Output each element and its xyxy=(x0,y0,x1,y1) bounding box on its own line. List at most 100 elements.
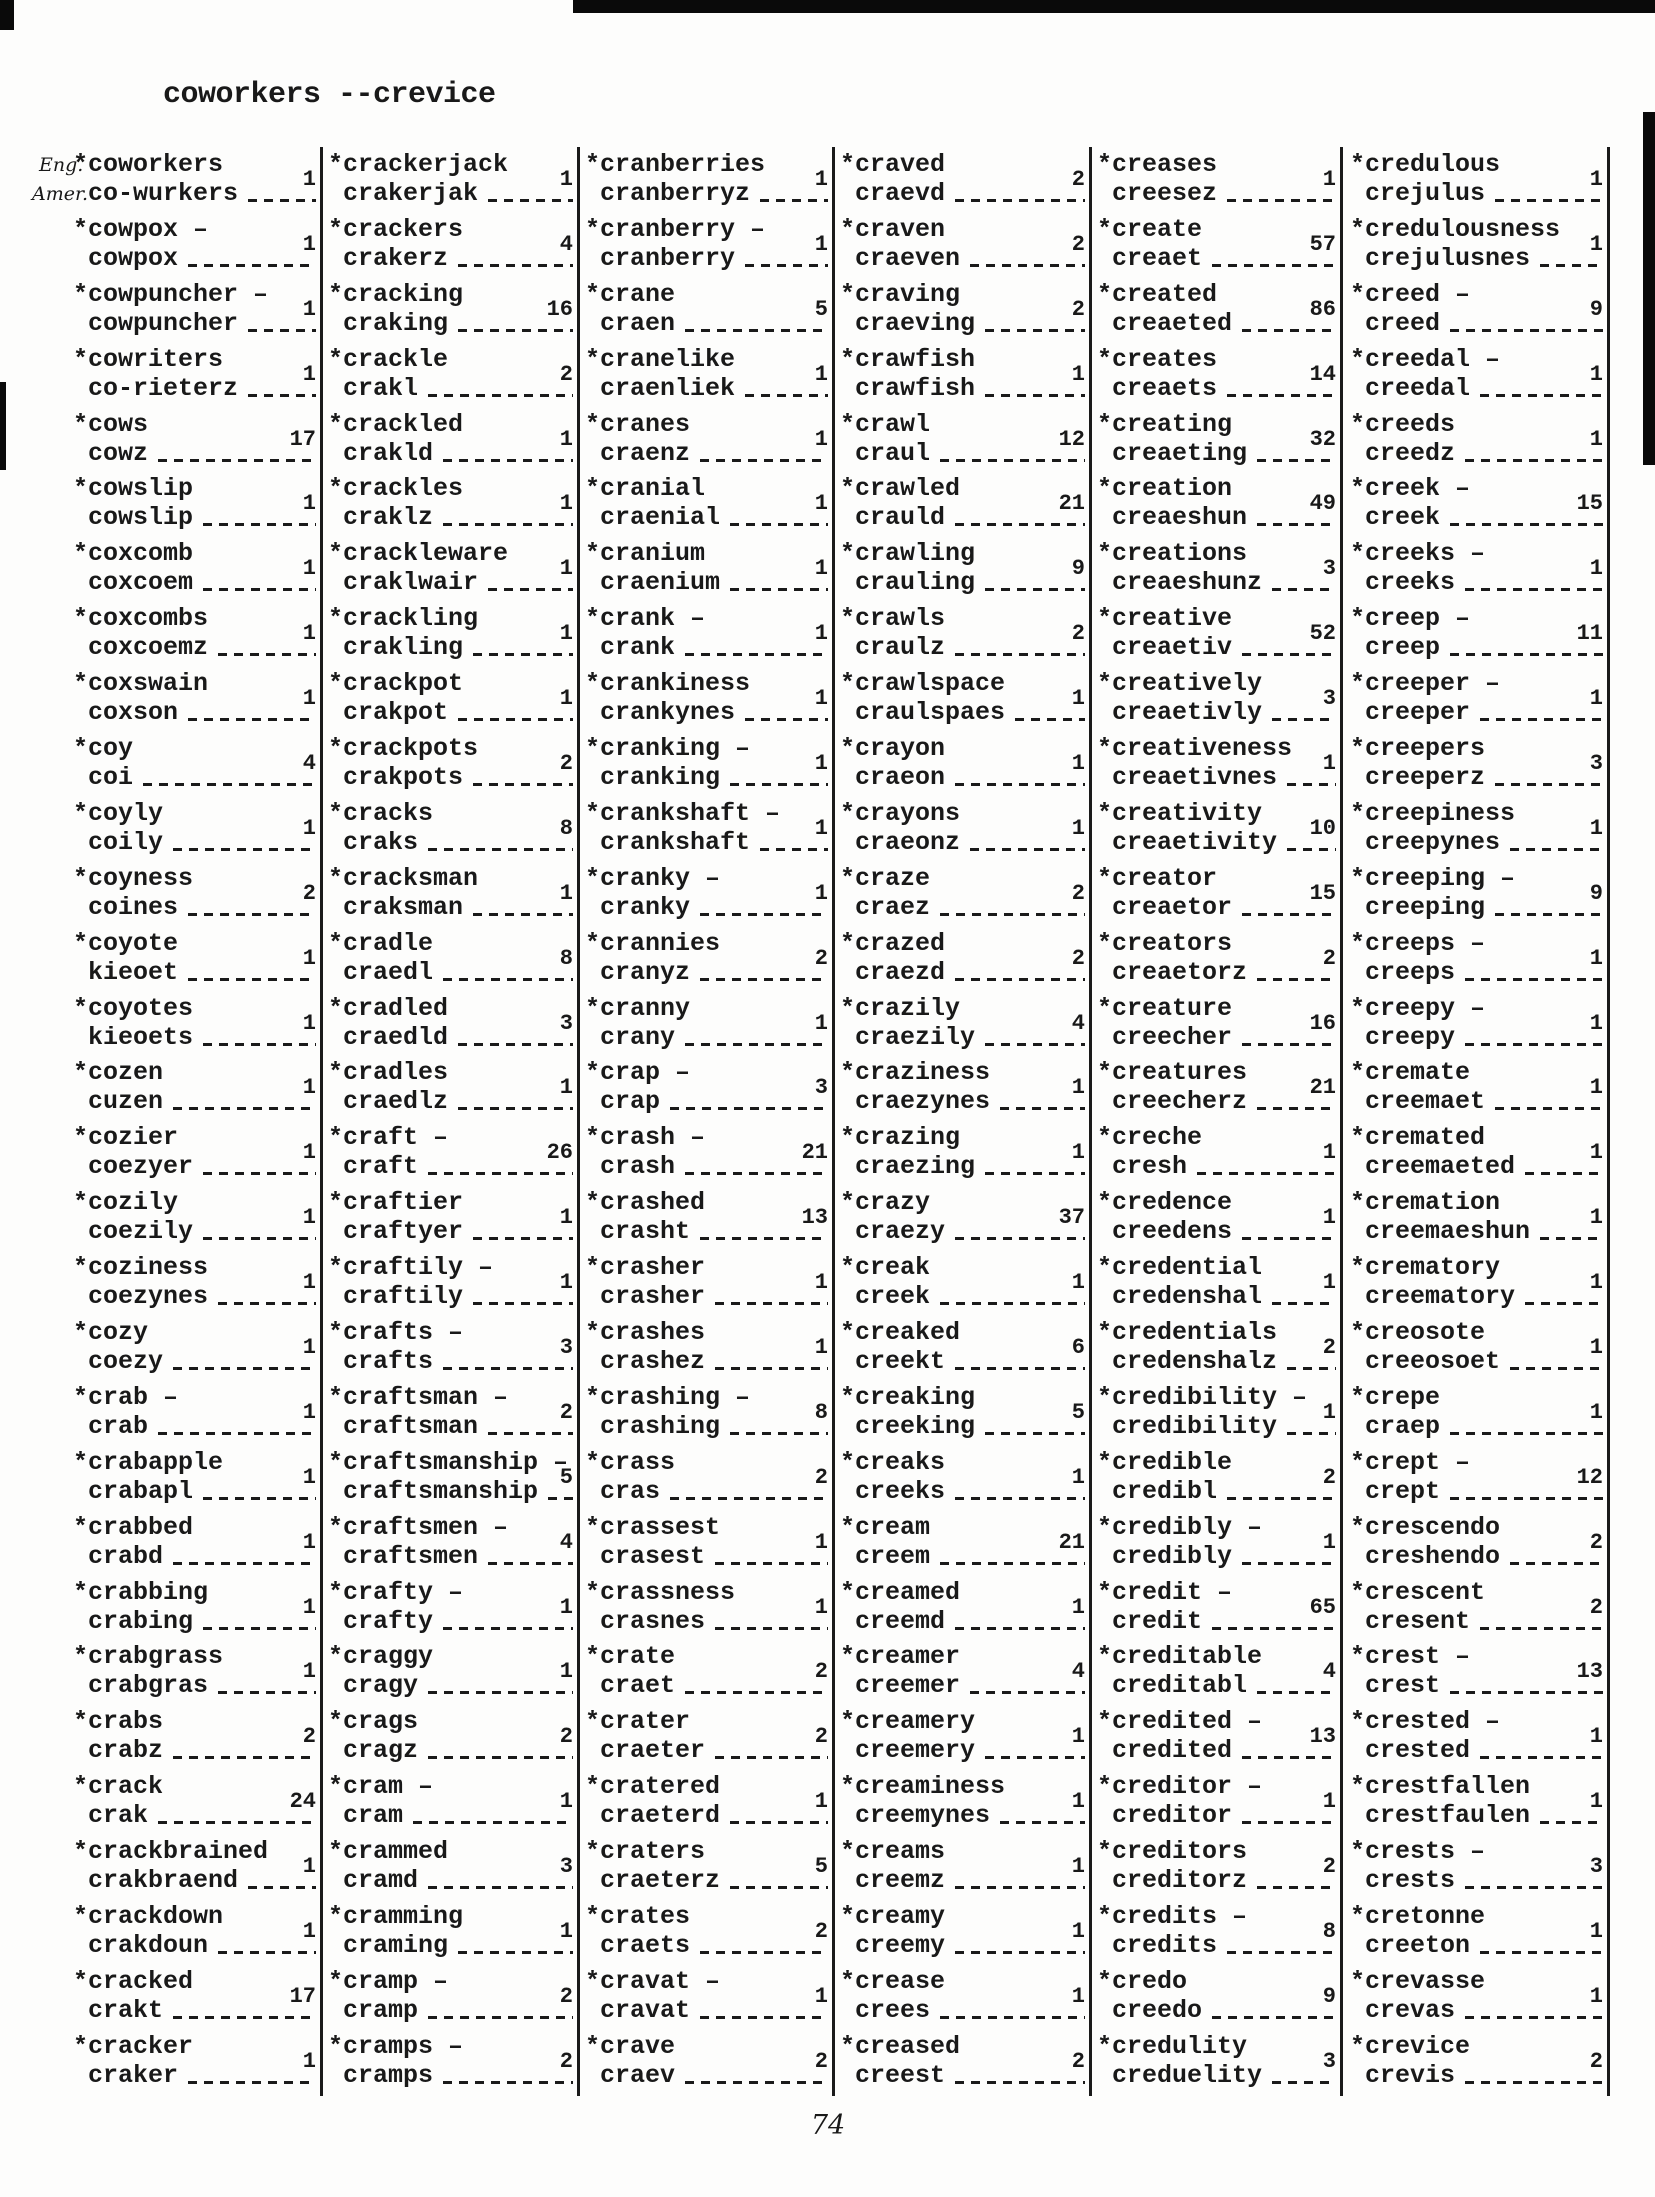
english-spelling: *coy xyxy=(73,734,134,764)
entry-american-word: creeps xyxy=(1350,958,1610,987)
english-spelling: *crept – xyxy=(1350,1447,1471,1477)
entry-american-word: craklz xyxy=(328,503,580,532)
english-spelling: *creditor – xyxy=(1097,1772,1263,1802)
word-entry: *cratered craeterd 1 xyxy=(585,1769,835,1837)
word-entry: *crackles craklz 1 xyxy=(328,471,580,539)
word-column-5: *creases creesez 1 *create creaet 57 *cr… xyxy=(1097,147,1343,2097)
entry-english-word: *credulous xyxy=(1350,150,1610,179)
column-divider-line xyxy=(832,990,835,1058)
entry-english-word: *craze xyxy=(840,864,1092,893)
word-entry: *credulous crejulus 1 xyxy=(1350,147,1610,215)
word-entry: *creator creaetor 15 xyxy=(1097,860,1343,929)
entry-american-word: creeking xyxy=(840,1412,1092,1441)
entry-english-word: *crap – xyxy=(585,1058,835,1087)
english-spelling: *creeks – xyxy=(1350,539,1486,569)
word-entry: *cracks craks 8 xyxy=(328,795,580,864)
american-respelling: creeks xyxy=(855,1476,946,1506)
word-entry: *cowpox – cowpox 1 xyxy=(73,211,323,280)
entry-english-word: *crank – xyxy=(585,604,835,633)
american-respelling: kieoet xyxy=(88,957,179,987)
american-respelling: creemd xyxy=(855,1606,946,1636)
column-divider-line xyxy=(577,860,580,928)
entry-count: 1 xyxy=(814,686,828,712)
english-spelling: *craftsmanship – xyxy=(328,1447,569,1477)
column-divider-line xyxy=(1340,406,1343,474)
entry-american-word: crashing xyxy=(585,1412,835,1441)
dash-leader xyxy=(1450,328,1603,332)
entry-count: 15 xyxy=(1576,491,1603,517)
column-divider-line xyxy=(577,147,580,214)
american-respelling: craez xyxy=(855,892,931,922)
column-divider-line xyxy=(577,536,580,604)
entry-american-word: cresent xyxy=(1350,1607,1610,1636)
column-divider-line xyxy=(320,1769,323,1837)
american-respelling: creed xyxy=(1365,308,1441,338)
american-respelling: craenial xyxy=(600,503,721,533)
english-spelling: *cranes xyxy=(585,409,691,439)
word-entry: *crate craet 2 xyxy=(585,1639,835,1707)
english-spelling: *craft – xyxy=(328,1123,449,1153)
column-divider-line xyxy=(320,1574,323,1642)
dash-leader xyxy=(218,1951,316,1955)
entry-count: 1 xyxy=(1322,751,1336,777)
entry-english-word: *creaminess xyxy=(840,1772,1092,1801)
american-respelling: crabz xyxy=(88,1736,164,1766)
column-divider-line xyxy=(832,147,835,214)
word-entry: *cradle craedl 8 xyxy=(328,925,580,994)
entry-english-word: *crayon xyxy=(840,734,1092,763)
entry-american-word: craevd xyxy=(840,179,1092,208)
english-spelling: *credit – xyxy=(1097,1577,1233,1607)
american-respelling: crevis xyxy=(1365,2060,1456,2090)
column-divider-line xyxy=(1089,795,1092,863)
english-spelling: *credibility – xyxy=(1097,1382,1308,1412)
entry-count: 1 xyxy=(1589,361,1603,387)
entry-english-word: *craftsmen – xyxy=(328,1513,580,1542)
entry-american-word: crakt xyxy=(73,1996,323,2025)
american-respelling: coezy xyxy=(88,1347,164,1377)
entry-american-word: crevis xyxy=(1350,2061,1610,2090)
english-spelling: *cozy xyxy=(73,1318,149,1348)
entry-count: 1 xyxy=(559,1270,573,1296)
word-entry: *creamed creemd 1 xyxy=(840,1574,1092,1643)
entry-count: 1 xyxy=(559,1659,573,1685)
entry-english-word: *cranial xyxy=(585,474,835,503)
entry-american-word: craedlz xyxy=(328,1087,580,1116)
american-respelling: craedl xyxy=(343,957,434,987)
column-divider-line xyxy=(1607,1379,1610,1447)
american-respelling: creaetivly xyxy=(1112,698,1263,728)
word-entry: *crested – crested 1 xyxy=(1350,1704,1610,1772)
word-entry: *cremation creemaeshun 1 xyxy=(1350,1185,1610,1253)
column-divider-line xyxy=(832,1509,835,1577)
word-entry: *coyness coines 2 xyxy=(73,860,323,929)
american-respelling: crabapl xyxy=(88,1476,194,1506)
english-spelling: *creaked xyxy=(840,1318,961,1348)
english-spelling: *crackle xyxy=(328,344,449,374)
english-spelling: *crackles xyxy=(328,474,464,504)
dash-leader xyxy=(985,1431,1085,1435)
american-respelling: craklz xyxy=(343,503,434,533)
entry-count: 1 xyxy=(1322,1789,1336,1815)
american-respelling: craking xyxy=(343,308,449,338)
word-entry: *crackpots crakpots 2 xyxy=(328,731,580,799)
dash-leader xyxy=(1525,1172,1603,1176)
word-entry: *cranium craenium 1 xyxy=(585,536,835,604)
entry-count: 13 xyxy=(1576,1659,1603,1685)
dash-leader xyxy=(218,653,316,657)
english-spelling: *crate xyxy=(585,1642,676,1672)
word-entry: *craters craeterz 5 xyxy=(585,1834,835,1902)
entry-english-word: *cranberries xyxy=(585,150,835,179)
column-divider-line xyxy=(320,1379,323,1447)
dash-leader xyxy=(1480,718,1603,722)
english-spelling: *crackdown xyxy=(73,1902,224,1932)
entry-english-word: *creepy – xyxy=(1350,994,1610,1023)
dash-leader xyxy=(700,458,828,462)
word-entry: *crayon craeon 1 xyxy=(840,731,1092,799)
entry-american-word: creemd xyxy=(840,1607,1092,1636)
entry-count: 2 xyxy=(1071,621,1085,647)
dash-leader xyxy=(1257,523,1336,527)
column-divider-line xyxy=(1340,1185,1343,1253)
column-divider-line xyxy=(577,1704,580,1772)
word-entry: *crescent cresent 2 xyxy=(1350,1574,1610,1643)
american-respelling: creemy xyxy=(855,1931,946,1961)
entry-american-word: crejulus xyxy=(1350,179,1610,208)
